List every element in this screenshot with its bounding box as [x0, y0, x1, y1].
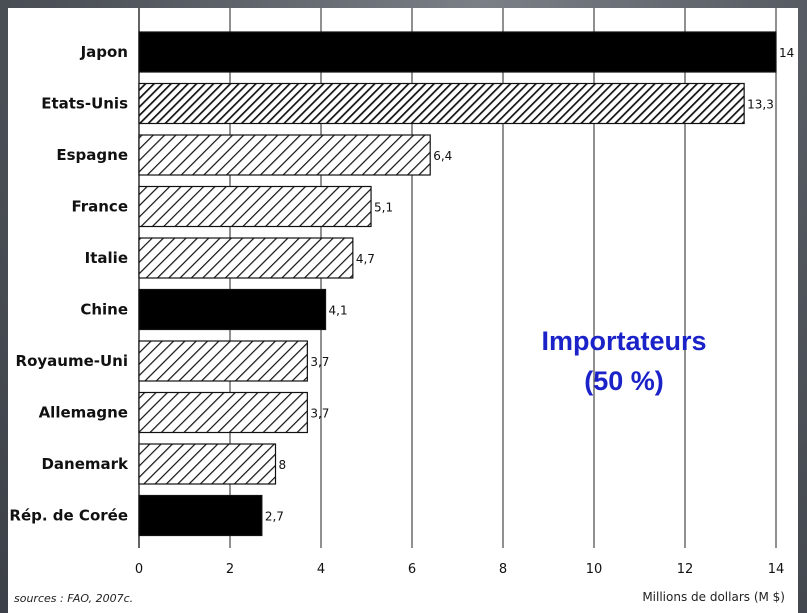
data-label: 3,7 — [310, 355, 329, 369]
bar — [138, 185, 372, 228]
category-label: Allemagne — [39, 404, 128, 422]
bars — [138, 31, 777, 537]
x-tick-label: 8 — [499, 562, 507, 577]
source-note: sources : FAO, 2007c. — [14, 592, 133, 605]
x-tick-label: 2 — [226, 562, 234, 577]
category-label: Espagne — [56, 146, 128, 164]
category-label: Danemark — [41, 455, 129, 473]
bar — [138, 82, 745, 125]
category-label: Chine — [80, 301, 128, 319]
x-tick-label: 0 — [135, 562, 143, 577]
category-labels: Japon Etats-Unis Espagne France Italie Chine R… — [9, 43, 129, 525]
annotation-line-1: Importateurs — [541, 326, 706, 356]
x-tick-label: 6 — [408, 562, 416, 577]
category-label: France — [71, 198, 128, 216]
x-tick-label: 14 — [768, 562, 785, 577]
category-label: Royaume-Uni — [16, 352, 128, 370]
bar — [138, 443, 277, 485]
category-label: Japon — [80, 43, 128, 61]
data-label: 6,4 — [433, 149, 452, 163]
x-tick-label: 10 — [586, 562, 603, 577]
bar — [138, 340, 308, 382]
category-label: Etats-Unis — [41, 95, 128, 113]
x-tick-label: 4 — [317, 562, 325, 577]
data-label: 2,7 — [265, 510, 284, 524]
annotation-line-2: (50 %) — [584, 366, 664, 396]
data-label: 8 — [279, 458, 287, 472]
bar — [138, 391, 308, 434]
category-label: Rép. de Corée — [9, 507, 128, 525]
value-labels: 14 13,3 6,4 5,1 4,7 4,1 3,7 3,7 8 2,7 — [265, 46, 794, 524]
x-tick-labels: 0 2 4 6 8 10 12 14 — [135, 562, 784, 577]
x-axis-label: Millions de dollars (M $) — [642, 590, 785, 604]
data-label: 4,7 — [356, 252, 375, 266]
chart-panel: Japon Etats-Unis Espagne France Italie Chine R… — [8, 8, 798, 613]
data-label: 14 — [779, 46, 794, 60]
bar — [138, 134, 431, 176]
bar — [138, 494, 263, 537]
data-label: 5,1 — [374, 201, 393, 215]
bar — [138, 237, 354, 279]
data-label: 3,7 — [310, 407, 329, 421]
x-tick-label: 12 — [677, 562, 694, 577]
bar — [138, 288, 327, 331]
bar-chart: Japon Etats-Unis Espagne France Italie Chine R… — [9, 8, 794, 605]
data-label: 4,1 — [329, 304, 348, 318]
bar — [138, 31, 777, 73]
data-label: 13,3 — [747, 98, 774, 112]
category-label: Italie — [85, 249, 128, 267]
